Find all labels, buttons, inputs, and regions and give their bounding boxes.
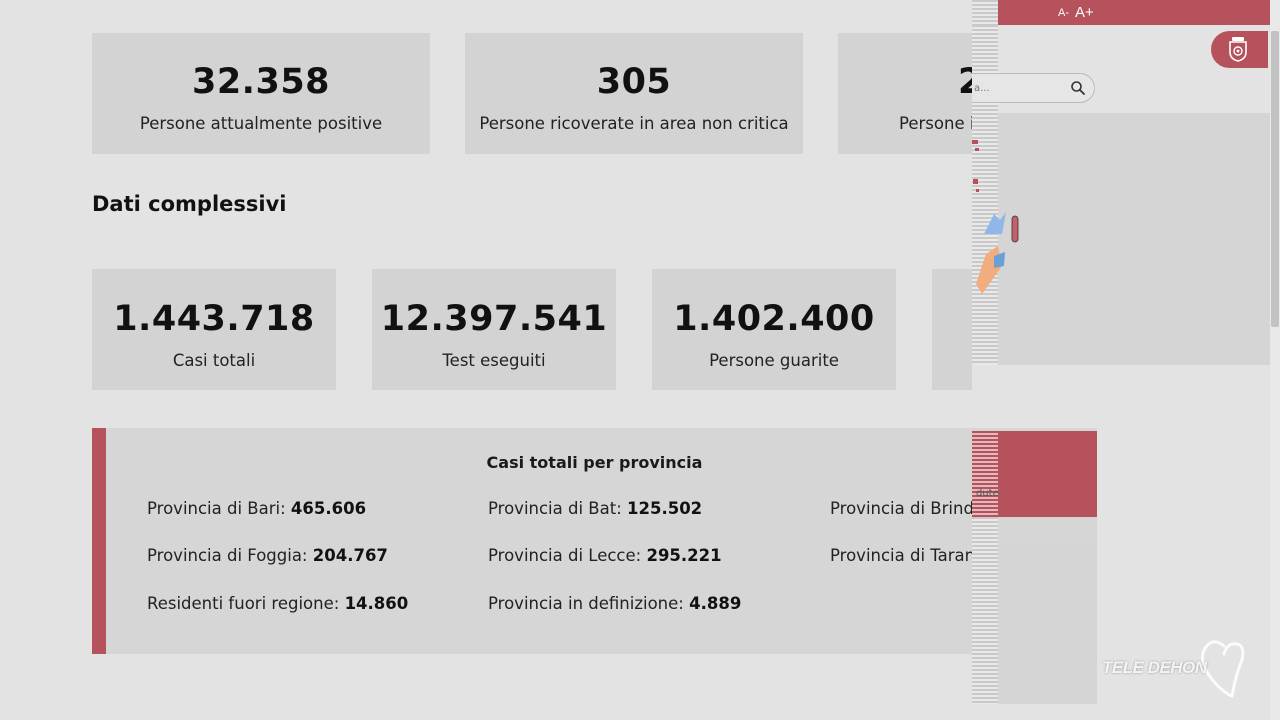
watermark-text: TELE DEHON: [1102, 658, 1207, 677]
scrollbar-track[interactable]: [1270, 0, 1280, 720]
stat-card-deceased: Pe: [932, 269, 972, 390]
stat-label: Casi totali: [172, 351, 256, 370]
region-emblem-button[interactable]: [1211, 31, 1268, 68]
province-item-bat: Provincia di Bat: 125.502: [488, 499, 703, 518]
stat-value: 32.358: [191, 62, 331, 102]
stat-label: Persone guarite: [709, 351, 839, 370]
overlay-stripe: [972, 0, 998, 25]
stat-label: Persone ricoverate in area non critica: [479, 114, 789, 133]
stat-label: Test eseguiti: [442, 351, 546, 370]
medical-illustration: [972, 140, 1019, 294]
overlay-caption: dute: [976, 488, 999, 499]
search-input[interactable]: [972, 78, 1064, 98]
province-item-lecce: Provincia di Lecce: 295.221: [488, 546, 722, 565]
sidebar-red-block[interactable]: [998, 431, 1097, 517]
emblem-icon: [1229, 37, 1247, 62]
sidebar-content-area: [998, 113, 1270, 365]
stat-card-recovered: 1.402.400 Persone guarite: [652, 269, 896, 390]
search-icon[interactable]: [1070, 80, 1086, 96]
heart-icon: [1201, 640, 1245, 698]
stat-value: 1.443.718: [113, 299, 315, 339]
stat-card-positive: 32.358 Persone attualmente positive: [92, 33, 430, 154]
province-cases-panel: Casi totali per provincia Provincia di B…: [92, 428, 1097, 654]
province-item-foggia: Provincia di Foggia: 204.767: [147, 546, 388, 565]
stat-value: 2: [958, 62, 972, 102]
font-smaller-button[interactable]: A-: [1058, 6, 1069, 19]
accent-bar: [92, 428, 106, 654]
stat-card-intensive: 2 Persone in te: [838, 33, 972, 154]
panel-title: Casi totali per provincia: [486, 453, 703, 472]
province-item-bari: Provincia di Bari: 465.606: [147, 499, 367, 518]
font-larger-button[interactable]: A+: [1075, 4, 1094, 21]
stat-card-hospitalized: 305 Persone ricoverate in area non criti…: [465, 33, 803, 154]
overlay-stripe: [972, 431, 998, 517]
stat-card-tests: 12.397.541 Test eseguiti: [372, 269, 616, 390]
stat-label: Persone in te: [899, 114, 972, 133]
stat-value: 305: [596, 62, 672, 102]
sidebar-gray-block: [998, 544, 1097, 704]
province-item-out-of-region: Residenti fuori regione: 14.860: [147, 594, 409, 613]
overlay-sidebar: A- A+ dute: [972, 0, 1270, 720]
channel-watermark: TELE DEHON: [1096, 634, 1256, 698]
stat-label: Persone attualmente positive: [139, 114, 383, 133]
province-item-undefined: Provincia in definizione: 4.889: [488, 594, 742, 613]
overlay-stripe: [972, 517, 998, 704]
stat-value: 1.402.400: [673, 299, 875, 339]
stat-card-total-cases: 1.443.718 Casi totali: [92, 269, 336, 390]
scrollbar-thumb[interactable]: [1271, 31, 1279, 327]
font-size-bar: A- A+: [998, 0, 1270, 25]
search-box[interactable]: [972, 73, 1095, 103]
section-title: Dati complessivi: [92, 192, 287, 216]
stat-value: 12.397.541: [380, 299, 608, 339]
